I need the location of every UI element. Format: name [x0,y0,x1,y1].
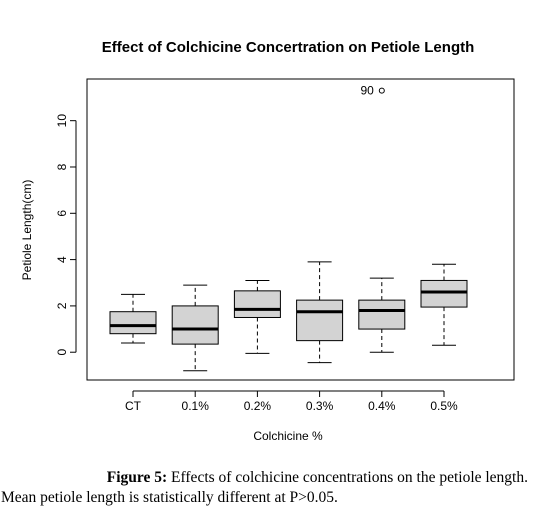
box-rect [358,299,406,330]
x-tick-label: 0.5% [430,399,458,413]
caption-line-1: Figure 5: Effects of colchicine concentr… [0,468,536,488]
box-rect [296,299,344,342]
outliers: 90 [360,84,385,98]
box-rect [233,290,281,318]
y-tick-label: 4 [55,256,69,263]
outlier-point [378,87,385,94]
outlier-label: 90 [360,84,374,98]
box-0.2% [233,279,281,354]
y-tick-label: 8 [55,163,69,170]
caption-text-1: Effects of colchicine concentrations on … [167,469,528,486]
box-rect [109,311,157,335]
y-tick-label: 6 [55,210,69,217]
x-axis-label: Colchicine % [253,429,323,443]
boxes [109,261,468,372]
x-axis: CT 0.1% 0.2% 0.3% 0.4% 0.5% [125,390,458,413]
x-tick-label: 0.3% [306,399,334,413]
box-0.1% [171,284,219,372]
chart-title: Effect of Colchicine Concertration on Pe… [102,39,475,56]
figure-caption: Figure 5: Effects of colchicine concentr… [0,468,536,508]
x-tick-label: 0.2% [244,399,272,413]
y-tick-label: 0 [55,349,69,356]
box-0.3% [296,261,344,364]
caption-label: Figure 5: [106,469,168,486]
y-axis: 0 2 4 6 8 10 [55,114,77,356]
y-axis-label: Petiole Length(cm) [20,180,34,281]
box-CT [109,293,157,344]
box-plot: Effect of Colchicine Concertration on Pe… [20,39,515,443]
y-tick-label: 10 [55,114,69,128]
y-tick-label: 2 [55,302,69,309]
x-tick-label: CT [125,399,142,413]
box-rect [420,279,468,308]
box-rect [171,305,219,345]
x-tick-label: 0.1% [182,399,210,413]
box-0.5% [420,263,468,346]
x-tick-label: 0.4% [368,399,396,413]
plot-frame [86,78,515,381]
box-0.4% [358,277,406,353]
caption-text-2: Mean petiole length is statistically dif… [1,489,338,506]
